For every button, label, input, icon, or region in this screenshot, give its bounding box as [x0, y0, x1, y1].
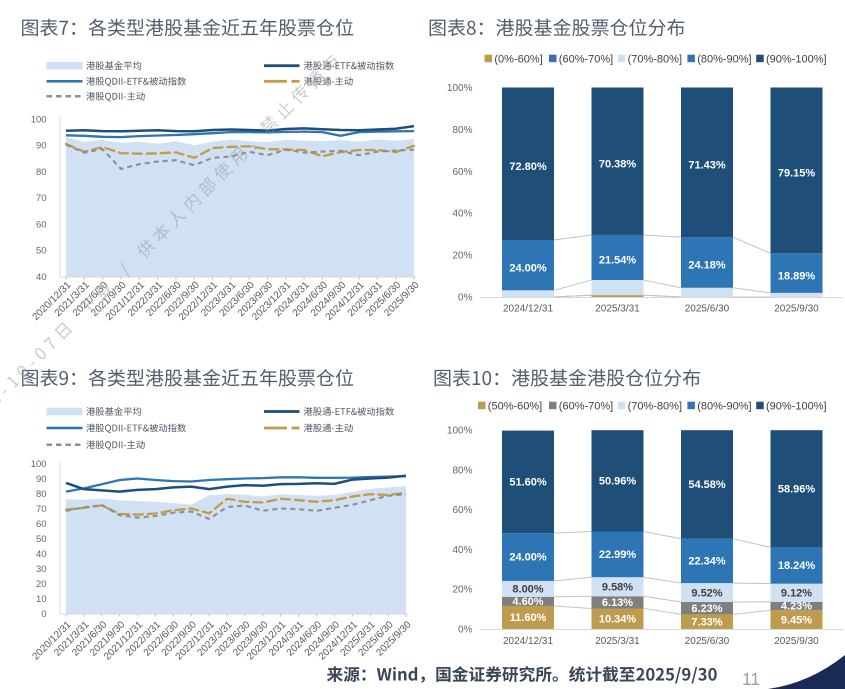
- svg-text:90: 90: [36, 474, 47, 485]
- svg-text:(90%-100%]: (90%-100%]: [766, 401, 827, 413]
- svg-text:40%: 40%: [452, 545, 472, 556]
- svg-text:2025/9/30: 2025/9/30: [774, 304, 819, 315]
- svg-text:79.15%: 79.15%: [778, 168, 816, 180]
- svg-text:(80%-90%]: (80%-90%]: [697, 401, 751, 413]
- svg-text:2025/6/30: 2025/6/30: [685, 304, 730, 315]
- svg-text:20%: 20%: [452, 251, 472, 262]
- svg-text:(50%-60%]: (50%-60%]: [488, 401, 542, 413]
- svg-text:70.38%: 70.38%: [599, 158, 637, 170]
- svg-text:80%: 80%: [452, 466, 472, 477]
- svg-text:6.13%: 6.13%: [602, 597, 633, 609]
- svg-text:2024/12/31: 2024/12/31: [503, 304, 553, 315]
- svg-text:(80%-90%]: (80%-90%]: [697, 54, 751, 66]
- svg-text:(0%-60%]: (0%-60%]: [494, 54, 542, 66]
- svg-text:(70%-80%]: (70%-80%]: [628, 401, 682, 413]
- svg-text:51.60%: 51.60%: [509, 477, 547, 489]
- svg-text:11: 11: [742, 669, 760, 689]
- svg-text:50.96%: 50.96%: [599, 476, 637, 488]
- svg-text:72.80%: 72.80%: [509, 161, 547, 173]
- svg-text:11.60%: 11.60%: [510, 612, 547, 624]
- svg-text:(60%-70%]: (60%-70%]: [559, 401, 613, 413]
- svg-text:24.00%: 24.00%: [509, 552, 547, 564]
- svg-text:58.96%: 58.96%: [778, 484, 816, 496]
- svg-text:70: 70: [36, 193, 47, 204]
- svg-text:60: 60: [36, 519, 47, 530]
- svg-text:18.24%: 18.24%: [778, 560, 816, 572]
- svg-text:20%: 20%: [452, 585, 472, 596]
- svg-text:60: 60: [36, 219, 47, 230]
- svg-text:100: 100: [31, 114, 47, 125]
- svg-text:10.34%: 10.34%: [599, 613, 637, 625]
- svg-text:30: 30: [36, 564, 47, 575]
- svg-text:22.99%: 22.99%: [599, 549, 637, 561]
- svg-text:2025/6/30: 2025/6/30: [685, 636, 730, 647]
- svg-text:80: 80: [36, 167, 47, 178]
- svg-text:70: 70: [36, 504, 47, 515]
- svg-text:80: 80: [36, 489, 47, 500]
- svg-text:100%: 100%: [447, 426, 473, 437]
- svg-text:40%: 40%: [452, 209, 472, 220]
- svg-text:54.58%: 54.58%: [688, 479, 726, 491]
- svg-text:9.52%: 9.52%: [691, 587, 722, 599]
- svg-text:40: 40: [36, 549, 47, 560]
- svg-text:2025/3/31: 2025/3/31: [595, 304, 640, 315]
- svg-text:50: 50: [36, 534, 47, 545]
- svg-text:9.45%: 9.45%: [781, 614, 812, 626]
- svg-text:6.23%: 6.23%: [691, 603, 722, 615]
- svg-text:4.60%: 4.60%: [512, 596, 543, 608]
- svg-text:4.23%: 4.23%: [781, 601, 812, 613]
- svg-text:2024/12/31: 2024/12/31: [503, 636, 553, 647]
- svg-text:90: 90: [36, 141, 47, 152]
- svg-text:(90%-100%]: (90%-100%]: [766, 54, 827, 66]
- svg-text:(70%-80%]: (70%-80%]: [628, 54, 682, 66]
- svg-text:20: 20: [36, 579, 47, 590]
- svg-text:18.89%: 18.89%: [778, 270, 816, 282]
- svg-text:21.54%: 21.54%: [599, 255, 637, 267]
- svg-text:80%: 80%: [452, 125, 472, 136]
- svg-text:0%: 0%: [458, 293, 473, 304]
- svg-text:60%: 60%: [452, 505, 472, 516]
- svg-text:60%: 60%: [452, 167, 472, 178]
- svg-text:2025/3/31: 2025/3/31: [595, 636, 640, 647]
- svg-text:9.12%: 9.12%: [781, 587, 812, 599]
- svg-text:0: 0: [41, 609, 46, 620]
- svg-text:7.33%: 7.33%: [691, 616, 722, 628]
- svg-text:24.18%: 24.18%: [688, 260, 726, 272]
- svg-text:71.43%: 71.43%: [688, 160, 726, 172]
- svg-text:(60%-70%]: (60%-70%]: [559, 54, 613, 66]
- svg-text:9.58%: 9.58%: [602, 581, 633, 593]
- svg-text:40: 40: [36, 272, 47, 283]
- svg-text:100: 100: [31, 459, 47, 470]
- svg-text:0%: 0%: [458, 625, 473, 636]
- svg-text:50: 50: [36, 246, 47, 257]
- svg-text:10: 10: [36, 594, 47, 605]
- svg-text:100%: 100%: [447, 83, 473, 94]
- svg-text:22.34%: 22.34%: [688, 556, 726, 568]
- svg-text:8.00%: 8.00%: [512, 584, 543, 596]
- svg-text:2025/9/30: 2025/9/30: [774, 636, 819, 647]
- svg-text:24.00%: 24.00%: [509, 262, 547, 274]
